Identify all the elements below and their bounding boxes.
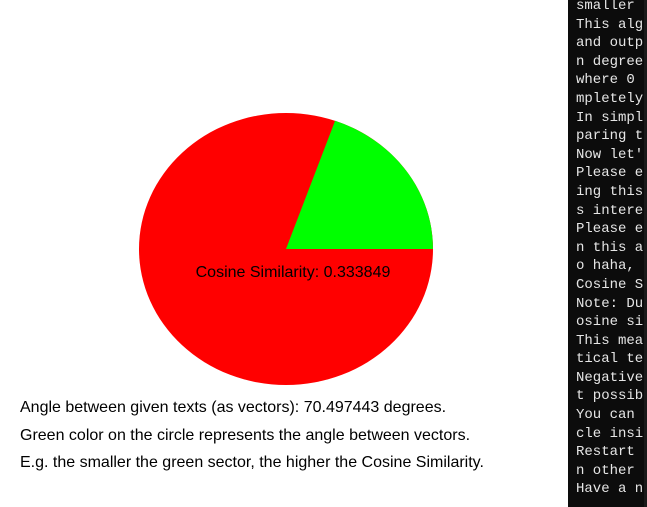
- console-line: s intere: [576, 202, 644, 219]
- console-line: Note: Du: [576, 295, 644, 312]
- cosine-similarity-label: Cosine Similarity: 0.333849: [196, 264, 391, 281]
- console-output: smaller This alg and outp n degree where 0 m…: [576, 0, 643, 499]
- cosine-similarity-window: Cosine Similarity: 0.333849 Angle betwee…: [20, 113, 484, 471]
- console-line: and outp: [576, 35, 644, 52]
- console-line: osine si: [576, 314, 644, 331]
- console-line: n degree: [576, 53, 644, 70]
- console-line: Cosine S: [576, 276, 644, 293]
- console-line: paring t: [576, 128, 644, 145]
- angle-description: Angle between given texts (as vectors): …: [20, 399, 447, 416]
- console-line: This mea: [576, 332, 644, 349]
- console-line: t possib: [576, 388, 644, 405]
- console-line: Negative: [576, 369, 644, 386]
- angle-sector: [286, 120, 433, 249]
- console-line: n other: [576, 462, 644, 479]
- console-line: ing this: [576, 183, 644, 200]
- similarity-hint: E.g. the smaller the green sector, the h…: [20, 454, 484, 471]
- console-line: In simpl: [576, 109, 644, 126]
- console-line: mpletely: [576, 90, 644, 107]
- console-line: Have a n: [576, 481, 644, 498]
- console-line: where 0: [576, 72, 644, 89]
- console-line: cle insi: [576, 425, 644, 442]
- console-line: This alg: [576, 16, 644, 33]
- console-line: You can: [576, 407, 644, 424]
- console-line: o haha,: [576, 258, 644, 275]
- console-line: Please e: [576, 165, 644, 182]
- console-line: smaller: [576, 0, 635, 14]
- angle-pie-chart: Cosine Similarity: 0.333849: [139, 113, 433, 385]
- console-line: n this a: [576, 239, 644, 256]
- console-line: tical te: [576, 351, 644, 368]
- color-description: Green color on the circle represents the…: [20, 427, 471, 444]
- console-line: Please e: [576, 221, 644, 238]
- console-line: Restart: [576, 444, 644, 461]
- console-line: Now let': [576, 146, 644, 163]
- console-window[interactable]: smaller This alg and outp n degree where 0 m…: [568, 0, 647, 507]
- console-scrollbar[interactable]: [644, 0, 647, 507]
